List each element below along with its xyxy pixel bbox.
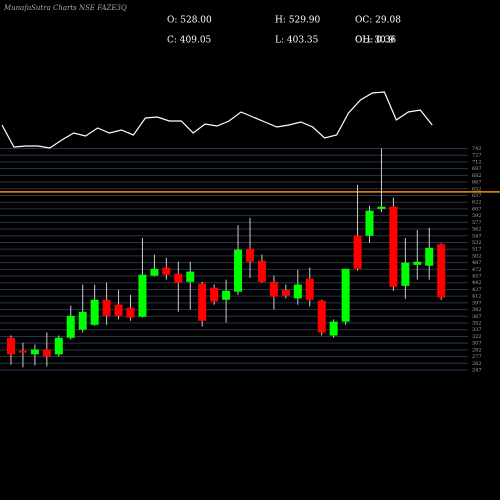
candle-body xyxy=(281,289,290,296)
y-tick-label: 547 xyxy=(472,233,482,239)
y-tick-label: 637 xyxy=(472,193,482,199)
y-tick-label: 742 xyxy=(472,146,482,152)
candle-body xyxy=(174,273,183,283)
candle-body xyxy=(329,321,338,336)
candle-body xyxy=(222,290,231,300)
y-tick-label: 667 xyxy=(472,180,482,186)
y-tick-label: 292 xyxy=(472,347,482,353)
y-tick-label: 502 xyxy=(472,253,482,259)
ohlc-info: O: 528.00 xyxy=(167,16,212,26)
candle-body xyxy=(437,244,446,298)
candle-body xyxy=(401,262,410,286)
y-tick-label: 307 xyxy=(472,341,482,347)
ohlc-info: OC: 29.08 xyxy=(355,16,401,26)
y-tick-label: 412 xyxy=(472,294,482,300)
y-tick-label: 592 xyxy=(472,213,482,219)
y-tick-label: 622 xyxy=(472,200,482,206)
candle-body xyxy=(186,271,195,282)
y-tick-label: 397 xyxy=(472,300,482,306)
candle-body xyxy=(246,248,254,262)
candle-body xyxy=(114,304,123,316)
y-tick-label: 487 xyxy=(472,260,482,266)
candle-body xyxy=(162,267,171,275)
candle-body xyxy=(30,349,39,355)
y-tick-label: 382 xyxy=(472,307,482,313)
candle-body xyxy=(138,274,147,317)
candle-body xyxy=(425,247,434,266)
y-tick-label: 337 xyxy=(472,327,482,333)
y-tick-label: 472 xyxy=(472,267,482,273)
y-tick-label: 322 xyxy=(472,334,482,340)
candle-body xyxy=(377,206,386,209)
y-tick-label: 247 xyxy=(472,368,482,374)
candle-body xyxy=(365,210,374,236)
ohlc-info: OH: 0.36 xyxy=(355,36,396,46)
candle-body xyxy=(7,337,15,355)
y-tick-label: 697 xyxy=(472,166,482,172)
candle-body xyxy=(234,249,243,292)
candle-body xyxy=(198,283,207,321)
y-tick-label: 427 xyxy=(472,287,482,293)
candle-body xyxy=(102,299,111,316)
candle-body xyxy=(90,299,99,325)
ohlc-info: OL: 30.9 xyxy=(355,36,395,46)
candle-body xyxy=(353,235,362,269)
y-tick-label: 262 xyxy=(472,361,482,367)
y-tick-label: 457 xyxy=(472,274,482,280)
candle-body xyxy=(150,268,159,276)
candle-body xyxy=(126,307,135,318)
y-tick-label: 277 xyxy=(472,354,482,360)
ohlc-info: C: 409.05 xyxy=(167,36,212,46)
candle-body xyxy=(305,278,314,300)
y-tick-label: 682 xyxy=(472,173,482,179)
candle-body xyxy=(389,206,398,287)
y-tick-label: 712 xyxy=(472,159,482,165)
y-tick-label: 352 xyxy=(472,321,482,327)
ohlc-info: L: 403.35 xyxy=(275,36,319,46)
y-tick-label: 577 xyxy=(472,220,482,226)
candle-body xyxy=(293,284,302,299)
y-tick-label: 517 xyxy=(472,247,482,253)
y-tick-label: 532 xyxy=(472,240,482,246)
candle-body xyxy=(413,261,422,265)
candle-body xyxy=(257,260,266,282)
y-tick-label: 562 xyxy=(472,227,482,233)
candle-body xyxy=(42,349,51,357)
candle-body xyxy=(269,281,278,297)
y-tick-label: 727 xyxy=(472,153,482,159)
candle-body xyxy=(341,268,350,322)
y-tick-label: 652 xyxy=(472,186,482,192)
candle-body xyxy=(210,287,219,302)
candle-body xyxy=(54,337,63,355)
candle-body xyxy=(317,300,326,333)
y-tick-label: 367 xyxy=(472,314,482,320)
chart-title: MunafaSutra Charts NSE FAZE3Q xyxy=(3,4,127,12)
y-tick-label: 607 xyxy=(472,206,482,212)
ohlc-info: H: 529.90 xyxy=(275,16,321,26)
candle-body xyxy=(18,350,27,353)
y-tick-label: 442 xyxy=(472,280,482,286)
candle-body xyxy=(66,315,75,338)
indicator-line xyxy=(1,91,433,149)
candle-body xyxy=(78,311,87,330)
